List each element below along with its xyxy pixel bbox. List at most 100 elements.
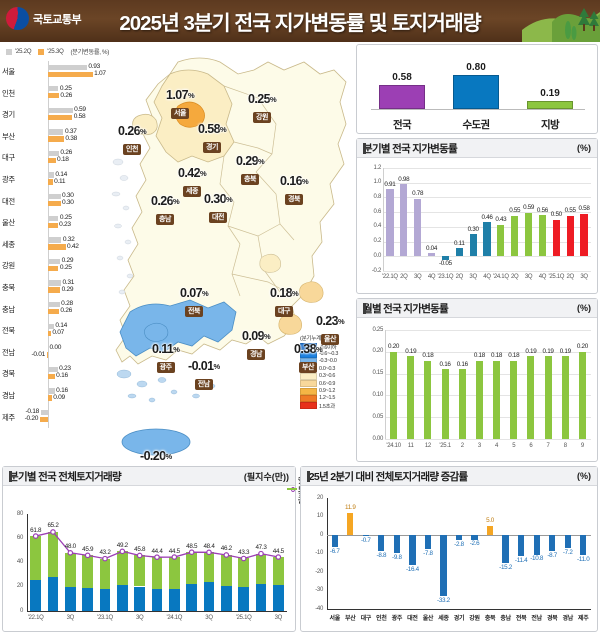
x-axis-tick: 인천 [376,616,387,622]
map-legend-swatch [300,350,317,358]
map-legend-label: 1.5초과 [319,403,335,410]
map-region-value: 0.38% [294,342,323,356]
sidebar-row: 경기 0.59 0.58 [0,104,110,126]
sidebar-bar-value: 0.11 [54,177,66,185]
monthly-bar [475,360,483,439]
y-axis-tick: 0.0 [373,252,382,259]
change-rate-bar [331,535,338,548]
sidebar-bar-q2: 0.14 [48,171,67,178]
map-region-label: 0.09% 경남 [242,329,271,361]
sidebar-bar-value: 0.14 [55,170,67,178]
transactions-bar-capital [64,586,76,611]
transactions-bar-capital [134,586,146,611]
title-accent-bar [9,470,12,482]
quarterly-bar-value: 0.91 [384,180,396,188]
sidebar-bar-q3: 0.26 [48,92,72,99]
sidebar-row-label: 대전 [2,196,15,206]
quarterly-bar [427,253,436,257]
change-rate-panel-unit: (%) [577,471,591,481]
sidebar-bar-value: 0.29 [61,257,74,265]
quarterly-bar-value: 0.30 [467,225,479,233]
sidebar-bar-q2: 0.30 [48,192,74,199]
sidebar-legend: '25.2Q '25.3Q (분기변동률, %) [0,44,110,56]
transactions-total-value: 44.5 [272,547,284,555]
sidebar-bar-value: 0.07 [52,329,65,337]
map-region-value: 1.07% [166,88,195,102]
x-axis-tick: '22.1Q [27,615,44,621]
x-axis-tick: 3Q [135,615,144,621]
legend-swatch-q3 [38,48,45,55]
transactions-bar-local [99,558,111,590]
sidebar-bar-q2: 0.59 [48,106,86,113]
ministry-logo: 국토교통부 [6,7,82,30]
x-axis-tick: '25.1Q [548,274,565,280]
x-axis-tick: '25.1Q [235,615,252,621]
sidebar-row-label: 경남 [2,390,15,400]
change-rate-bar [471,535,478,540]
monthly-bar-value: 0.18 [422,352,434,360]
gridline [385,330,591,331]
transactions-bar-local [30,536,42,580]
change-rate-bar-value: -8.8 [376,551,387,559]
sidebar-bar-q3: 0.23 [48,221,71,228]
sidebar-bar-q3: 0.16 [48,372,68,379]
x-axis-tick: '24.10 [386,443,401,449]
transactions-bar-local [47,531,59,577]
sidebar-row: 광주 0.14 0.11 [0,169,110,191]
regional-quarterly-change-chart: '25.2Q '25.3Q (분기변동률, %) 서울 0.93 1.07 인천 0.2… [0,44,110,464]
map-region-label: 0.16% 경북 [280,174,309,206]
map-region-name: 강원 [252,111,272,123]
transactions-total-value: 65.2 [47,522,59,530]
quarterly-bar-value: 0.98 [398,175,410,183]
transactions-total-value: 48.4 [203,542,215,550]
transactions-bar-capital [203,582,215,611]
sidebar-row-label: 울산 [2,218,15,228]
sidebar-bar-value: 0.26 [60,149,72,157]
map-region-value: 0.58% [198,122,227,136]
monthly-bar [458,369,466,439]
gridline [383,256,591,258]
map-legend-swatch [300,402,317,410]
sidebar-row: 강원 0.29 0.25 [0,255,110,277]
sidebar-bar-q2: 0.23 [48,365,71,372]
transactions-total-value: 47.3 [255,544,267,552]
transactions-total-value: 48.5 [186,542,198,550]
x-axis-tick: 광주 [391,616,403,622]
sidebar-bar-q3: 0.42 [48,243,79,250]
map-region-value: -0.01% [188,359,220,373]
map-legend-swatch [300,387,317,395]
sidebar-bar-value: 0.09 [53,393,65,401]
sidebar-bar-value: 0.32 [62,235,75,243]
change-rate-bar-value: -9.8 [392,553,402,561]
y-axis-tick: 20 [316,494,323,501]
map-legend-label: 0.0~0.3 [319,365,336,372]
transactions-bar-local [186,552,198,585]
summary-chart: 0.58 전국 0.80 수도권 0.19 지방 [357,45,597,133]
monthly-bar [407,356,415,439]
x-axis-tick: 8 [563,443,567,449]
x-axis-tick: '23.1Q [437,274,454,280]
monthly-bar [544,356,552,439]
change-rate-bar [580,535,587,556]
sidebar-bar-q3: 0.30 [48,199,74,206]
x-axis-tick: 서울 [329,616,341,622]
map-region-value: 0.09% [242,329,271,343]
x-axis-tick: 2Q [566,274,574,280]
monthly-bar-value: 0.19 [559,347,571,355]
summary-bar [379,84,426,109]
sidebar-bar-q3: 0.25 [48,264,72,271]
sidebar-bar-q2: 0.25 [48,85,72,92]
sidebar-bar-q3: 0.09 [48,394,65,401]
sidebar-row-label: 대구 [2,153,15,163]
x-axis-tick: 세종 [438,616,449,622]
map-region-label: 0.26% 인천 [118,124,147,156]
summary-bar-value: 0.19 [540,88,560,99]
x-axis-tick: 3Q [66,615,75,621]
map-region-label: 0.25% 강원 [248,92,277,124]
sidebar-bar-q3: 0.26 [48,307,72,314]
monthly-bar [493,360,500,439]
change-rate-bar-value: -15.2 [499,563,512,571]
x-axis-line [27,611,287,612]
quarterly-panel-header: 분기별 전국 지가변동률 (%) [357,139,597,158]
monthly-panel-title: 월별 전국 지가변동률 [363,302,449,315]
